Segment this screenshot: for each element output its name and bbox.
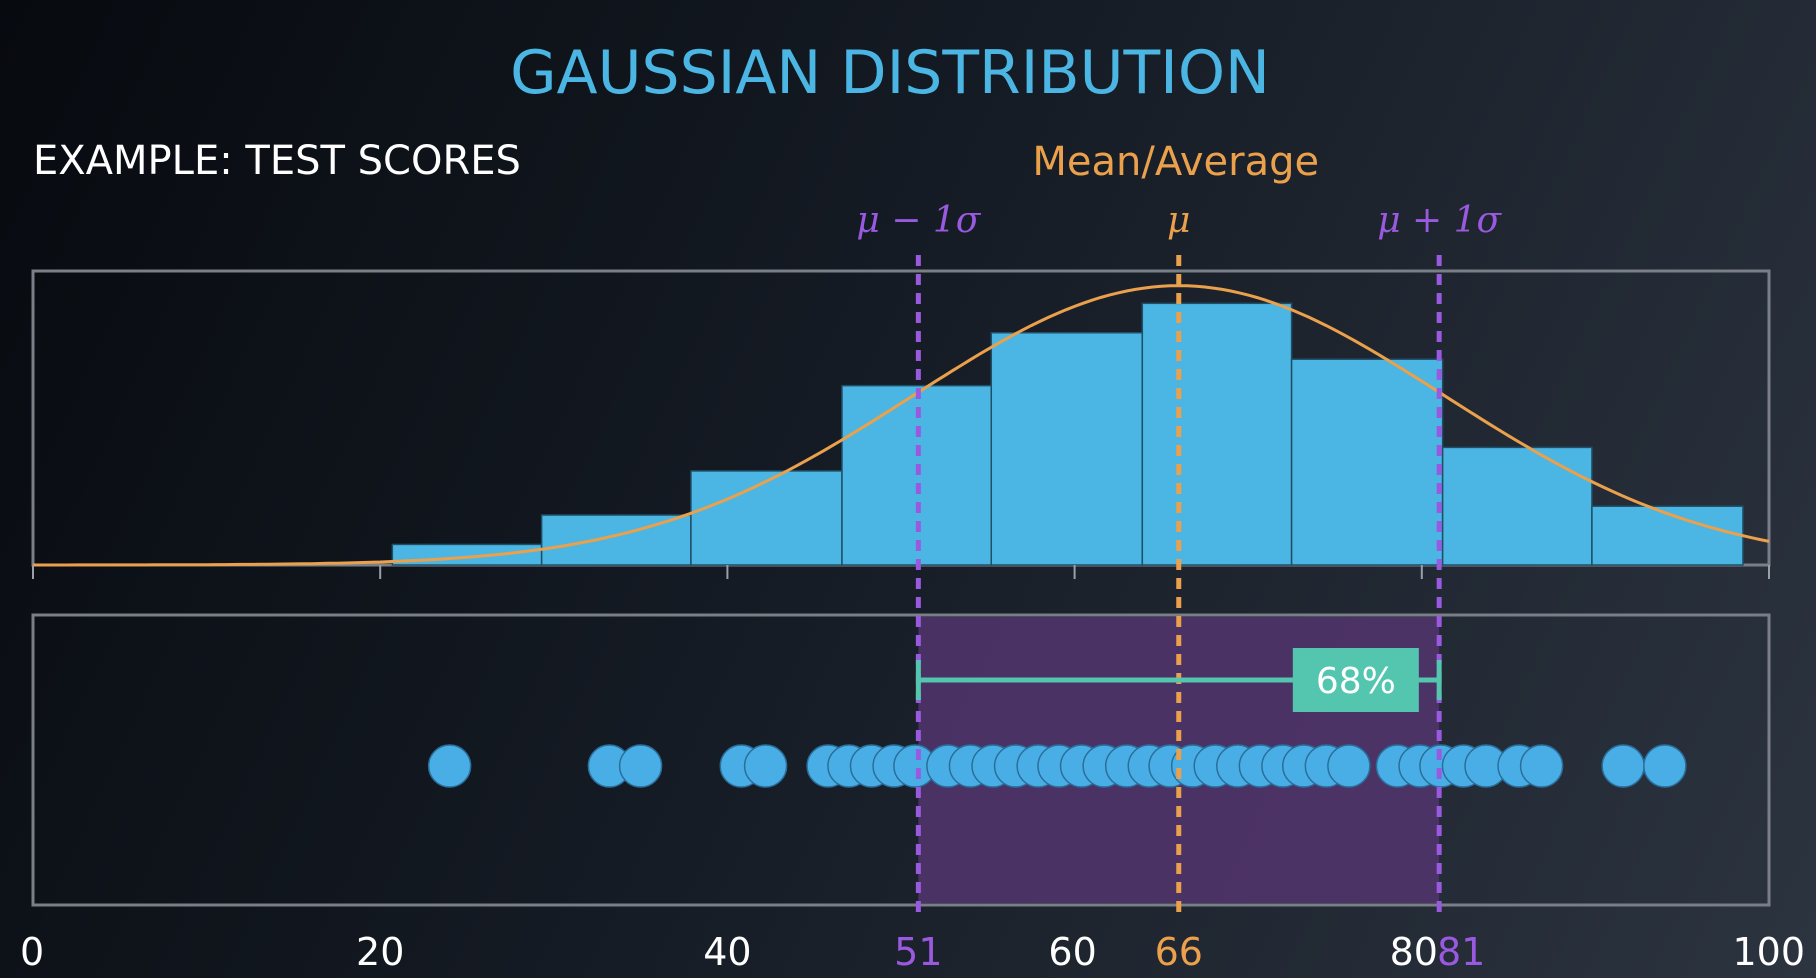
- x-tick-label: 20: [356, 930, 404, 974]
- marker-label: μ − 1σ: [856, 200, 981, 241]
- histogram-bar: [540, 514, 692, 566]
- histogram-bar: [690, 470, 843, 566]
- x-tick-label: 60: [1048, 930, 1096, 974]
- histogram-bar: [1290, 358, 1444, 566]
- marker-tick-label: 66: [1155, 930, 1203, 974]
- data-point: [1601, 744, 1645, 788]
- x-tick-label: 40: [703, 930, 751, 974]
- data-point: [1643, 744, 1687, 788]
- histogram-bar: [1591, 505, 1744, 566]
- mean-label: Mean/Average: [1032, 139, 1319, 185]
- marker-label: μ + 1σ: [1377, 200, 1502, 241]
- data-point: [1327, 744, 1371, 788]
- marker-tick-label: 51: [894, 930, 942, 974]
- x-tick-label: 0: [20, 930, 44, 974]
- data-point: [1519, 744, 1564, 788]
- chart-subtitle: EXAMPLE: TEST SCORES: [33, 138, 521, 184]
- range-label: 68%: [1316, 661, 1396, 702]
- gaussian-curve: [33, 284, 1770, 567]
- range-label-box: [1292, 648, 1419, 712]
- data-point: [427, 744, 472, 788]
- x-tick-label: 80: [1390, 930, 1438, 974]
- data-point: [618, 744, 663, 788]
- histogram-bar: [1141, 302, 1293, 566]
- page-title: GAUSSIAN DISTRIBUTION: [510, 38, 1270, 108]
- data-point: [743, 744, 788, 788]
- marker-tick-label: 81: [1437, 930, 1485, 974]
- histogram-bar: [990, 331, 1144, 566]
- histogram-bar: [1441, 446, 1593, 566]
- x-tick-label: 100: [1732, 930, 1805, 974]
- dotplot-panel: [31, 613, 1771, 907]
- marker-label: μ: [1167, 200, 1190, 241]
